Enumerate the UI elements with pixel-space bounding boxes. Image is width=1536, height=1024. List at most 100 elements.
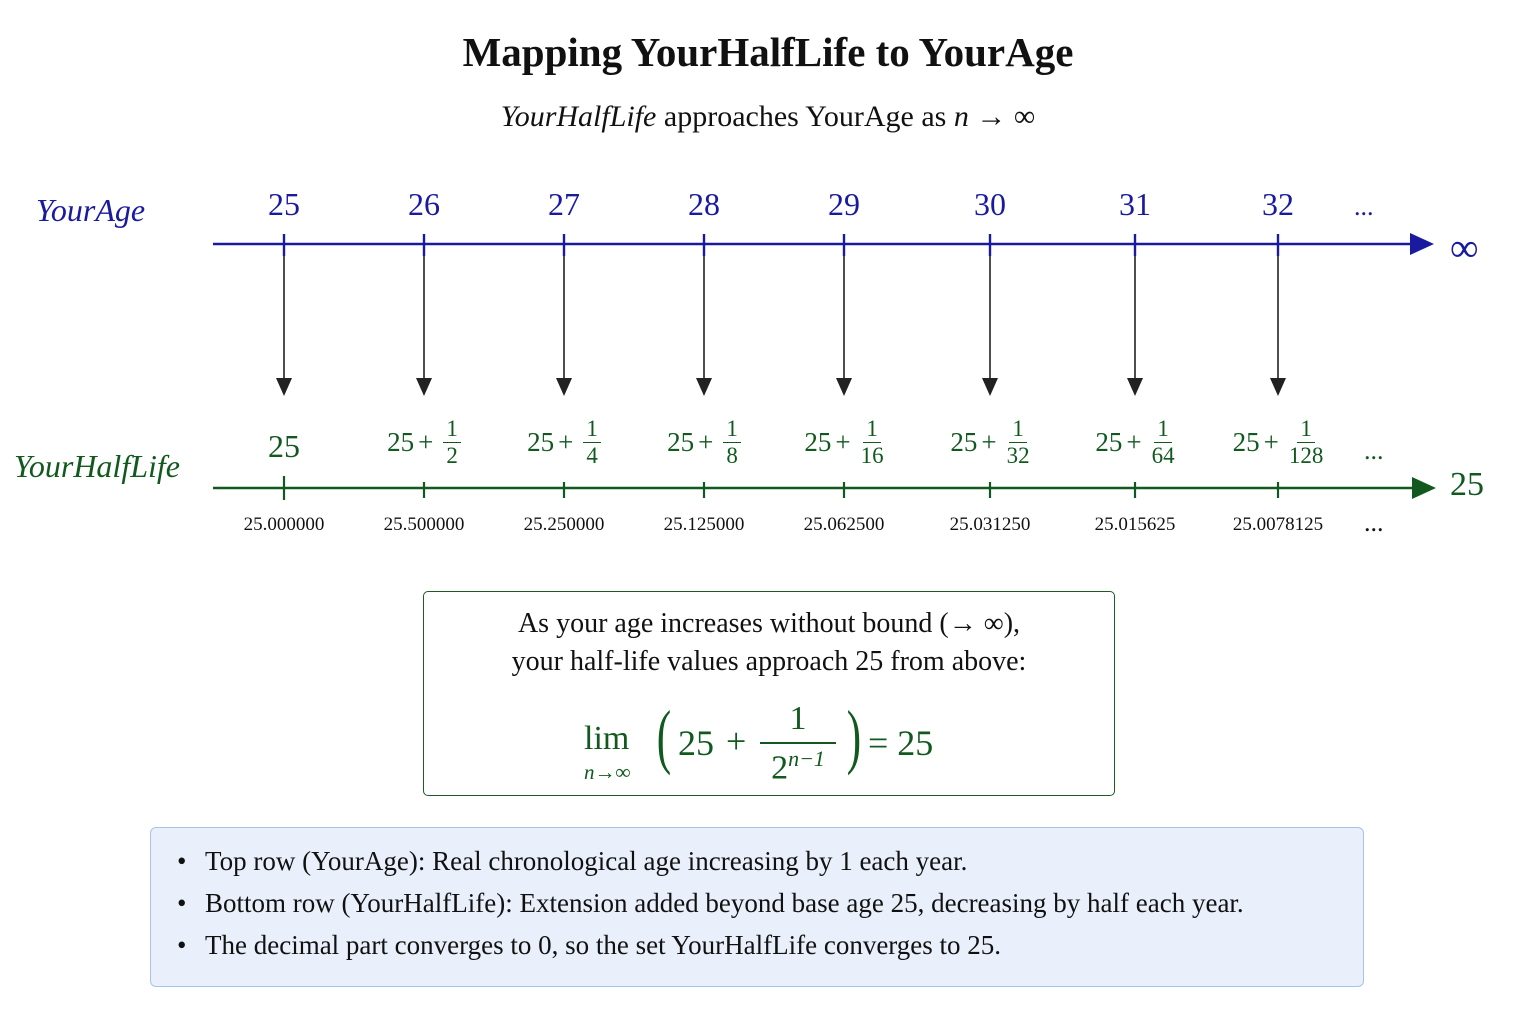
bullet: • xyxy=(177,930,187,960)
age-tick-label: 32 xyxy=(1262,186,1294,222)
decimal-value: 25.000000 xyxy=(243,514,325,535)
page-subtitle: YourHalfLife approaches YourAge as n → ∞ xyxy=(0,100,1536,134)
mapping-arrowhead xyxy=(276,378,292,396)
decimal-value: 25.062500 xyxy=(803,514,885,535)
formula-denominator: 2n−1 xyxy=(760,744,836,787)
mapping-arrowhead xyxy=(982,378,998,396)
term-plus: + xyxy=(418,427,434,457)
bullet: • xyxy=(177,888,187,918)
term-plus: + xyxy=(558,427,574,457)
halflife-term: 25 + 1 128 xyxy=(1208,416,1348,469)
term-fraction: 1 64 xyxy=(1152,416,1175,469)
term-plus: + xyxy=(981,427,997,457)
term-base: 25 xyxy=(804,427,832,457)
age-tick-label: 28 xyxy=(688,186,720,222)
halflife-row-label: YourHalfLife xyxy=(14,448,180,484)
age-ellipsis: ... xyxy=(1354,192,1374,221)
halflife-ellipsis: ... xyxy=(1364,436,1384,465)
fraction-denominator: 16 xyxy=(860,443,884,468)
fraction-denominator: 64 xyxy=(1151,443,1175,468)
formula-base: 25 xyxy=(678,723,714,763)
formula-lim: lim xyxy=(584,720,630,757)
mapping-arrowhead xyxy=(556,378,572,396)
page-title: Mapping YourHalfLife to YourAge xyxy=(462,29,1074,75)
fraction-numerator: 1 xyxy=(583,416,601,443)
term-plus: + xyxy=(1126,427,1142,457)
age-axis-arrowhead xyxy=(1410,233,1434,255)
age-infinity-label: ∞ xyxy=(1450,225,1479,270)
age-tick-label: 25 xyxy=(268,186,300,222)
note-text: Bottom row (YourHalfLife): Extension add… xyxy=(205,888,1244,918)
decimal-value: 25.125000 xyxy=(663,514,745,535)
tick-layer xyxy=(276,234,1286,500)
note-item: • The decimal part converges to 0, so the… xyxy=(177,930,1001,961)
term-base: 25 xyxy=(527,427,555,457)
fraction-denominator: 128 xyxy=(1288,443,1324,468)
formula-right-paren: ) xyxy=(846,696,862,776)
halflife-term-base: 25 xyxy=(268,428,300,464)
decimal-value: 25.015625 xyxy=(1094,514,1176,535)
mapping-arrowhead xyxy=(696,378,712,396)
subtitle-arrow: → ∞ xyxy=(968,100,1036,133)
fraction-numerator: 1 xyxy=(1154,416,1172,443)
mapping-arrowhead xyxy=(416,378,432,396)
formula-plus: + xyxy=(726,721,747,761)
term-fraction: 1 128 xyxy=(1289,416,1324,469)
halflife-axis-arrowhead xyxy=(1412,477,1436,499)
note-text: The decimal part converges to 0, so the … xyxy=(205,930,1002,960)
formula-fraction: 1 2n−1 xyxy=(760,700,836,787)
age-tick-label: 29 xyxy=(828,186,860,222)
fraction-numerator: 1 xyxy=(723,416,741,443)
decimal-value: 25.250000 xyxy=(523,514,605,535)
term-base: 25 xyxy=(387,427,415,457)
fraction-numerator: 1 xyxy=(1009,416,1027,443)
fraction-denominator: 32 xyxy=(1006,443,1030,468)
bullet: • xyxy=(177,846,187,876)
limit-formula: lim n→∞ ( 25 + 1 2n−1 ) = 25 xyxy=(424,696,1114,786)
age-tick-label: 31 xyxy=(1119,186,1151,222)
fraction-denominator: 2 xyxy=(446,443,458,468)
term-plus: + xyxy=(1263,427,1279,457)
age-row-label: YourAge xyxy=(36,192,146,228)
subtitle-var: n xyxy=(953,100,969,133)
age-tick-label: 27 xyxy=(548,186,580,222)
notes-box: • Top row (YourAge): Real chronological a… xyxy=(150,827,1364,987)
decimal-ellipsis: ... xyxy=(1364,508,1384,537)
decimal-value: 25.031250 xyxy=(949,514,1031,535)
formula-equals: = 25 xyxy=(868,723,934,763)
term-base: 25 xyxy=(667,427,695,457)
formula-den-base: 2 xyxy=(771,749,789,787)
term-plus: + xyxy=(698,427,714,457)
term-fraction: 1 32 xyxy=(1007,416,1030,469)
note-text: Top row (YourAge): Real chronological ag… xyxy=(205,846,968,876)
limit-box: As your age increases without bound (→ ∞… xyxy=(423,591,1115,796)
term-plus: + xyxy=(835,427,851,457)
halflife-term: 25 + 1 32 xyxy=(920,416,1060,469)
halflife-term: 25 + 1 16 xyxy=(774,416,914,469)
fraction-numerator: 1 xyxy=(1297,416,1315,443)
decimal-value: 25.500000 xyxy=(383,514,465,535)
fraction-denominator: 8 xyxy=(726,443,738,468)
term-base: 25 xyxy=(1095,427,1123,457)
decimal-value: 25.0078125 xyxy=(1232,514,1324,535)
halflife-limit-label: 25 xyxy=(1450,466,1484,503)
subtitle-text: approaches YourAge as xyxy=(656,100,954,133)
limit-text-line-1: As your age increases without bound (→ ∞… xyxy=(517,608,1021,639)
formula-numerator: 1 xyxy=(760,700,836,744)
formula-left-paren: ( xyxy=(656,696,672,776)
term-base: 25 xyxy=(950,427,978,457)
limit-text-line-2: your half-life values approach 25 from a… xyxy=(511,646,1027,677)
subtitle-italic: YourHalfLife xyxy=(500,100,657,133)
fraction-denominator: 4 xyxy=(586,443,598,468)
note-item: • Top row (YourAge): Real chronological a… xyxy=(177,846,967,877)
age-tick-label: 26 xyxy=(408,186,440,222)
term-base: 25 xyxy=(1232,427,1260,457)
halflife-term: 25 + 1 64 xyxy=(1065,416,1205,469)
age-tick-label: 30 xyxy=(974,186,1006,222)
